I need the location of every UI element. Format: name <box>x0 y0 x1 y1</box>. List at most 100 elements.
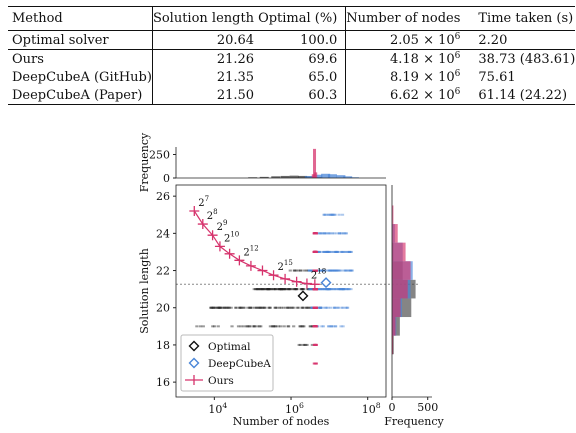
scatter-point <box>314 269 318 272</box>
scatter-point <box>266 288 270 291</box>
scatter-point <box>321 269 326 272</box>
scatter-point <box>279 325 283 328</box>
scatter-point <box>314 269 318 272</box>
scatter-point <box>225 306 229 309</box>
scatter-point <box>338 269 342 272</box>
scatter-point <box>311 306 315 309</box>
scatter-point <box>214 306 218 309</box>
scatter-point <box>339 250 343 253</box>
scatter-point <box>307 288 311 291</box>
scatter-point <box>314 288 318 291</box>
scatter-point <box>346 288 350 291</box>
scatter-point <box>273 325 277 328</box>
scatter-point <box>301 288 305 291</box>
scatter-point <box>313 325 318 328</box>
scatter-point <box>259 288 263 291</box>
scatter-point <box>313 232 317 235</box>
y-axis-label: Solution length <box>138 248 151 334</box>
top-histogram-y-label: Frequency <box>138 132 151 192</box>
scatter-point <box>326 269 330 272</box>
nodes-exponent: 6 <box>454 87 461 97</box>
scatter-point <box>347 250 351 253</box>
scatter-point <box>313 269 317 272</box>
scatter-point <box>314 288 318 291</box>
scatter-point <box>311 269 315 272</box>
scatter-point <box>226 306 230 309</box>
scatter-point <box>312 288 316 291</box>
scatter-point <box>257 306 261 309</box>
scatter-point <box>313 306 317 309</box>
x-tick-label: 104 <box>208 401 227 416</box>
scatter-point <box>306 306 310 309</box>
scatter-point <box>313 306 317 309</box>
scatter-point <box>312 269 316 272</box>
scatter-point <box>314 269 318 272</box>
scatter-point <box>314 288 318 291</box>
scatter-point <box>301 306 306 309</box>
scatter-point <box>313 306 317 309</box>
times-sign: × 10 <box>423 88 455 103</box>
scatter-point <box>313 306 317 309</box>
scatter-point <box>209 306 214 309</box>
scatter-point <box>337 288 341 291</box>
scatter-point <box>311 288 315 291</box>
scatter-point <box>327 288 331 291</box>
scatter-point <box>313 306 317 309</box>
scatter-point <box>313 288 318 291</box>
scatter-point <box>271 325 275 328</box>
cell-length: 20.64 <box>151 30 259 50</box>
scatter-point <box>312 250 316 253</box>
scatter-point <box>320 306 325 309</box>
scatter-point <box>321 288 325 291</box>
x-tick-label: 108 <box>362 401 381 416</box>
scatter-point <box>287 288 291 291</box>
scatter-point <box>311 269 315 272</box>
scatter-point <box>323 288 327 291</box>
scatter-point <box>341 288 345 291</box>
scatter-point <box>312 269 317 272</box>
scatter-point <box>298 343 303 346</box>
scatter-point <box>348 269 352 272</box>
scatter-point <box>313 306 317 309</box>
scatter-point <box>262 288 266 291</box>
scatter-point <box>302 325 306 328</box>
scatter-point <box>313 269 317 272</box>
scatter-point <box>314 288 318 291</box>
scatter-point <box>314 362 318 365</box>
scatter-point <box>313 306 317 309</box>
scatter-point <box>238 306 242 309</box>
scatter-point <box>328 269 333 272</box>
scatter-point <box>324 306 328 309</box>
scatter-point <box>272 288 276 291</box>
scatter-point <box>312 325 316 328</box>
scatter-point <box>312 269 317 272</box>
scatter-point <box>283 288 287 291</box>
scatter-point <box>313 343 318 346</box>
table-row: DeepCubeA (GitHub) 21.35 65.0 8.19 × 106… <box>8 68 575 86</box>
results-table: Method Solution length Optimal (%) Numbe… <box>8 6 576 105</box>
scatter-point <box>332 232 336 235</box>
scatter-point <box>262 306 267 309</box>
scatter-point <box>332 250 336 253</box>
scatter-point <box>308 288 312 291</box>
scatter-point <box>341 288 345 291</box>
scatter-point <box>314 288 318 291</box>
scatter-point <box>314 362 318 365</box>
scatter-point <box>333 306 337 309</box>
scatter-point <box>262 288 266 291</box>
scatter-point <box>311 269 315 272</box>
scatter-point <box>290 306 294 309</box>
scatter-point <box>326 232 330 235</box>
scatter-point <box>312 250 317 253</box>
scatter-point <box>313 250 317 253</box>
top-histogram-bar <box>280 175 290 178</box>
scatter-point <box>252 325 257 328</box>
scatter-point <box>314 250 318 253</box>
scatter-point <box>312 250 317 253</box>
scatter-point <box>319 306 323 309</box>
scatter-point <box>313 269 318 272</box>
scatter-point <box>274 288 278 291</box>
scatter-point <box>312 250 317 253</box>
time-value: 61.14 <box>478 87 516 103</box>
scatter-point <box>314 250 318 253</box>
